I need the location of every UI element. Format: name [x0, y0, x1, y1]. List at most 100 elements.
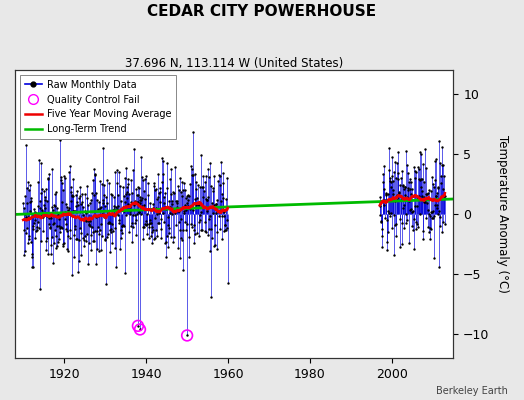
Point	[403, 217, 411, 224]
Point	[90, 237, 98, 244]
Point	[183, 221, 191, 227]
Point	[58, 225, 67, 231]
Point	[75, 193, 84, 200]
Point	[199, 184, 207, 190]
Point	[24, 240, 32, 246]
Title: 37.696 N, 113.114 W (United States): 37.696 N, 113.114 W (United States)	[125, 57, 343, 70]
Point	[77, 252, 85, 258]
Point	[27, 238, 36, 245]
Point	[79, 235, 87, 241]
Point	[137, 211, 146, 217]
Point	[115, 217, 124, 224]
Point	[164, 244, 172, 250]
Point	[38, 228, 47, 234]
Point	[117, 198, 125, 204]
Point	[172, 198, 180, 204]
Point	[433, 210, 442, 217]
Point	[148, 200, 157, 207]
Point	[107, 240, 116, 246]
Point	[389, 178, 397, 184]
Point	[130, 202, 138, 209]
Point	[390, 212, 398, 218]
Point	[408, 186, 417, 192]
Point	[147, 220, 155, 227]
Point	[415, 192, 423, 199]
Point	[25, 233, 33, 239]
Point	[100, 181, 108, 188]
Point	[107, 229, 115, 236]
Point	[82, 218, 91, 224]
Point	[224, 280, 232, 286]
Point	[151, 186, 160, 192]
Point	[133, 199, 141, 205]
Point	[72, 236, 80, 243]
Point	[190, 222, 198, 228]
Point	[397, 196, 406, 203]
Point	[58, 199, 67, 205]
Point	[138, 224, 147, 231]
Point	[432, 204, 441, 211]
Point	[29, 223, 38, 230]
Point	[124, 180, 133, 187]
Point	[184, 192, 192, 198]
Point	[398, 241, 406, 248]
Point	[160, 240, 169, 246]
Point	[192, 195, 201, 201]
Point	[37, 190, 45, 196]
Point	[386, 213, 394, 219]
Point	[91, 172, 100, 178]
Point	[439, 192, 447, 199]
Point	[153, 211, 161, 218]
Point	[212, 201, 220, 208]
Point	[434, 184, 443, 190]
Point	[47, 204, 56, 210]
Point	[434, 208, 443, 214]
Point	[112, 210, 120, 217]
Point	[114, 202, 122, 209]
Point	[124, 176, 132, 182]
Point	[73, 188, 82, 194]
Point	[105, 219, 114, 226]
Point	[53, 205, 61, 211]
Point	[106, 248, 114, 255]
Point	[395, 189, 403, 195]
Point	[382, 191, 390, 197]
Point	[140, 224, 149, 231]
Point	[29, 264, 37, 270]
Point	[220, 212, 228, 219]
Point	[205, 225, 213, 232]
Point	[128, 219, 137, 226]
Point	[84, 218, 92, 224]
Point	[67, 189, 75, 196]
Point	[157, 216, 165, 222]
Point	[105, 220, 113, 226]
Point	[92, 246, 101, 252]
Point	[94, 224, 102, 231]
Point	[125, 191, 133, 198]
Point	[32, 210, 40, 216]
Point	[64, 206, 72, 213]
Point	[189, 227, 198, 233]
Point	[431, 158, 439, 164]
Point	[419, 161, 427, 168]
Point	[436, 180, 445, 186]
Point	[82, 210, 90, 216]
Point	[187, 205, 195, 212]
Point	[215, 208, 223, 214]
Point	[213, 197, 222, 203]
Point	[383, 238, 391, 245]
Point	[186, 206, 194, 212]
Point	[144, 192, 152, 198]
Point	[422, 165, 430, 171]
Point	[21, 248, 29, 254]
Point	[75, 184, 84, 190]
Point	[174, 187, 183, 194]
Point	[104, 220, 112, 226]
Point	[134, 323, 142, 329]
Point	[110, 205, 118, 212]
Point	[208, 235, 216, 242]
Point	[40, 212, 49, 218]
Point	[203, 207, 212, 214]
Point	[420, 199, 428, 206]
Point	[386, 175, 395, 181]
